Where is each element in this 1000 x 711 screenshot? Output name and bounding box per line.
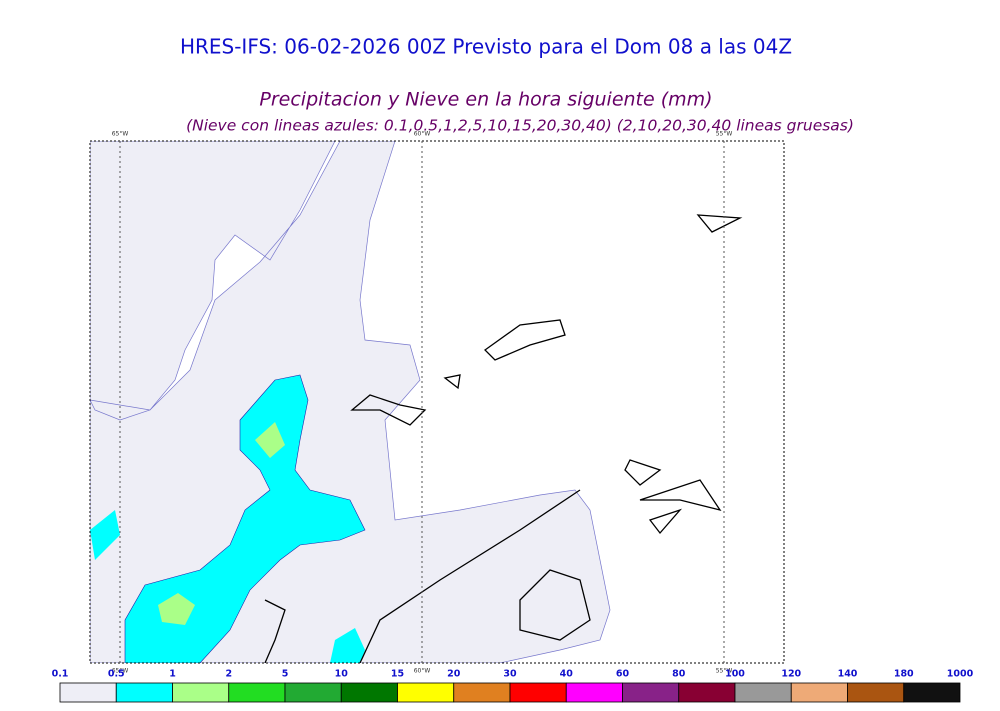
meridian-label: 60°W	[414, 668, 431, 675]
legend-label: 5	[282, 669, 289, 680]
meridian-label: 60°W	[414, 131, 431, 138]
legend-label: 10	[335, 669, 349, 680]
meridian-label: 55°W	[716, 131, 733, 138]
legend-swatch	[847, 682, 905, 703]
precip-cyan	[90, 510, 365, 663]
legend-label: 80	[672, 669, 686, 680]
legend-label: 180	[894, 669, 914, 680]
legend-swatch	[509, 682, 567, 703]
legend-label: 1000	[947, 669, 974, 680]
legend-swatch	[397, 682, 455, 703]
subtitle: Precipitacion y Nieve en la hora siguien…	[259, 89, 712, 111]
precip-cyan	[124, 374, 366, 663]
legend-label: 140	[838, 669, 858, 680]
legend-swatch	[903, 682, 961, 703]
legend-swatch	[678, 682, 736, 703]
legend-label: 120	[781, 669, 801, 680]
legend-label: 0.1	[52, 669, 69, 680]
legend-label: 1	[169, 669, 176, 680]
note: (Nieve con lineas azules: 0.1,0.5,1,2,5,…	[186, 117, 854, 135]
legend-swatch	[622, 682, 680, 703]
legend-swatch	[790, 682, 848, 703]
coastline	[264, 214, 743, 663]
legend-swatch	[59, 682, 117, 703]
legend-label: 15	[391, 669, 404, 680]
precip-light	[90, 141, 611, 663]
title: HRES-IFS: 06-02-2026 00Z Previsto para e…	[180, 35, 792, 59]
legend-swatch	[340, 682, 398, 703]
legend-label: 0.5	[108, 669, 125, 680]
legend-swatch	[734, 682, 792, 703]
legend-label: 20	[447, 669, 461, 680]
legend: 0.1 0.5 1 2 5 10 15 20 30 40 60 80 100 120 140 180 1000	[52, 669, 974, 703]
map-area: 65°W 65°W 60°W 60°W 55°W 55°W	[89, 131, 785, 675]
legend-swatch	[453, 682, 511, 703]
legend-label: 2	[225, 669, 232, 680]
precip-green	[158, 422, 285, 625]
meridian-label: 65°W	[112, 668, 129, 675]
legend-swatch	[284, 682, 342, 703]
legend-label: 40	[560, 669, 574, 680]
meridian-label: 55°W	[716, 668, 733, 675]
legend-swatch	[565, 682, 623, 703]
legend-label: 60	[616, 669, 630, 680]
legend-swatch	[172, 682, 230, 703]
legend-label: 100	[725, 669, 745, 680]
legend-label: 30	[503, 669, 517, 680]
meridian-label: 65°W	[112, 131, 129, 138]
legend-swatch	[228, 682, 286, 703]
legend-swatch	[115, 682, 173, 703]
meridians: 65°W 65°W 60°W 60°W 55°W 55°W	[112, 131, 733, 675]
